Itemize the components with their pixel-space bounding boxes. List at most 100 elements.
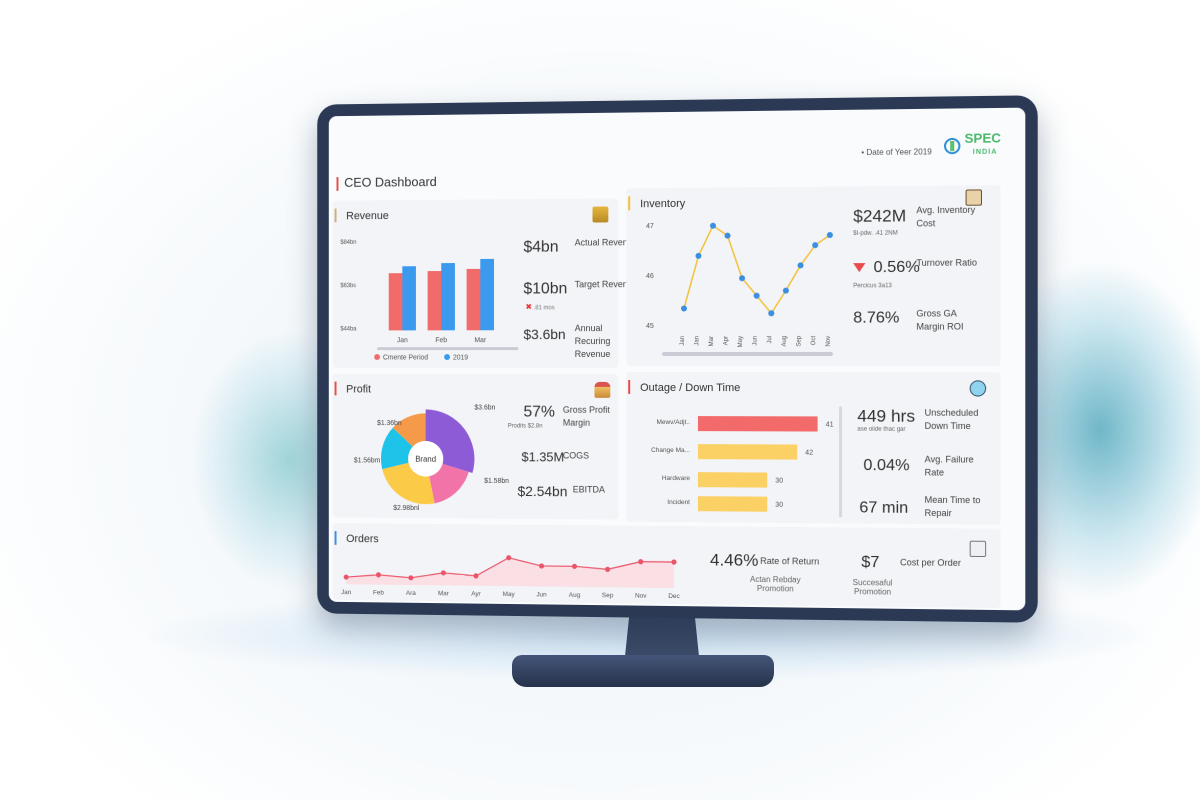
donut-center-label: Brand — [415, 455, 436, 464]
data-point — [739, 275, 746, 282]
scrollbar[interactable] — [838, 406, 843, 518]
donut-slice — [382, 462, 435, 505]
kpi-value: 57% — [523, 403, 555, 421]
kpi-label: Avg. Inventory Cost — [916, 204, 976, 229]
bar — [697, 496, 768, 512]
x-tick-label: Jan — [680, 336, 686, 346]
donut-slice — [392, 413, 426, 447]
orders-panel: Orders Jan Feb Ara Mar Ayr May Jun Aug Sep Nov Dec… — [332, 523, 1001, 609]
series-line — [684, 225, 830, 314]
outage-bar-chart: Mewv/Adjt.. 41 Change Ma... 42 Hardware 30 Inc… — [651, 416, 834, 512]
legend-marker — [444, 354, 451, 360]
panel-accent — [628, 196, 631, 211]
clock-icon — [969, 380, 987, 397]
kpi-note: Prodits $2.8n — [507, 423, 543, 430]
kpi-value: $2.54bn — [517, 483, 568, 500]
data-point — [680, 305, 687, 312]
y-tick-label: $44ba — [340, 326, 357, 332]
category-label: Mewv/Adjt.. — [657, 419, 691, 426]
inventory-panel: Inventory 47 46 45 Jan Jan Mar Apr May Jun Jul Aug… — [626, 185, 1001, 367]
kpi-value: 67 min — [859, 499, 909, 517]
kpi-note: ase oiide thac gar — [857, 426, 906, 433]
cross-icon: ✖ — [525, 302, 533, 312]
burger-icon — [594, 381, 611, 398]
kpi-label: EBITDA — [572, 484, 605, 495]
data-point — [638, 559, 644, 565]
revenue-chart: $84bn $63bs $44ba Jan Feb Mar Cmente Period 201… — [340, 240, 519, 362]
monitor: CEO Dashboard • Date of Yeer 2019 SPEC IN… — [317, 95, 1038, 623]
y-tick-label: 47 — [646, 223, 654, 230]
x-tick-label: Feb — [373, 589, 384, 596]
x-tick-label: Jan — [397, 337, 408, 344]
value-label: 41 — [826, 421, 834, 428]
kpi-value: $7 — [861, 553, 880, 572]
series-area — [346, 556, 674, 589]
data-point — [571, 563, 578, 569]
bar — [427, 271, 442, 331]
donut-hole — [408, 440, 444, 477]
panel-accent — [334, 531, 337, 545]
orders-chart: Jan Feb Ara Mar Ayr May Jun Aug Sep Nov Dec — [341, 545, 680, 600]
x-tick-label: May — [503, 591, 516, 598]
x-tick-label: Sep — [796, 335, 802, 346]
monitor-stand-base — [512, 655, 774, 687]
legend-marker — [374, 354, 381, 360]
x-tick-label: Apr — [723, 336, 729, 345]
data-point — [812, 242, 819, 249]
bar — [480, 258, 495, 331]
x-tick-label: Mar — [709, 336, 715, 346]
document-icon — [969, 540, 987, 558]
kpi-subtext: Actan Rebday Promotion — [749, 574, 801, 594]
page-title: CEO Dashboard — [344, 174, 437, 190]
kpi-label: Annual Recuring Revenue — [574, 323, 611, 359]
data-point — [782, 287, 789, 294]
profit-panel: Profit $3.6bn $1.58bn $2.98bnl $1.56bm $1.36… — [332, 373, 619, 520]
x-tick-label: Nov — [826, 336, 832, 347]
data-point — [797, 262, 804, 269]
x-tick-label: Feb — [435, 337, 447, 344]
value-label: 42 — [805, 450, 813, 457]
data-point — [753, 292, 760, 299]
kpi-value: $4bn — [523, 238, 559, 256]
x-tick-label: Jun — [753, 336, 759, 346]
logo-icon — [943, 136, 961, 154]
data-point — [709, 222, 716, 229]
data-point — [826, 231, 833, 239]
kpi-value: $10bn — [523, 280, 568, 298]
x-tick-label: Jan — [694, 336, 700, 346]
coins-icon — [592, 206, 609, 223]
kpi-label: Turnover Ratio — [916, 257, 978, 268]
data-point — [768, 310, 775, 317]
inventory-chart: 47 46 45 Jan Jan Mar Apr May Jun Jul Aug Sep Oct Nov — [646, 217, 833, 357]
slice-label: $1.58bn — [484, 478, 509, 485]
scrollbar — [377, 347, 519, 351]
x-tick-label: Ara — [406, 590, 416, 597]
category-label: Hardware — [662, 475, 691, 482]
outage-panel: Outage / Down Time Mewv/Adjt.. 41 Change M… — [626, 371, 1001, 525]
category-label: Change Ma... — [651, 447, 690, 454]
kpi-note: $I-pdw. .41 2NM — [853, 230, 898, 237]
kpi-value: $242M — [853, 206, 907, 226]
panel-accent — [334, 208, 337, 223]
x-tick-label: Mar — [438, 590, 450, 597]
bar — [697, 444, 798, 460]
kpi-value: 8.76% — [853, 309, 900, 327]
legend-label: Cmente Period — [383, 355, 428, 362]
revenue-panel: Revenue $84bn $63bs $44ba Jan Feb Mar Cmente P… — [332, 198, 638, 368]
outage-title: Outage / Down Time — [640, 381, 741, 395]
kpi-subtext: Succesaful Promotion — [852, 577, 893, 597]
y-tick-label: $63bs — [340, 283, 356, 289]
x-tick-label: Oct — [811, 335, 817, 345]
bar — [441, 263, 455, 331]
kpi-label: Mean Time to Repair — [924, 494, 981, 519]
down-arrow-icon — [853, 263, 866, 273]
bar — [697, 472, 768, 488]
kpi-label: COGS — [562, 450, 590, 461]
bar — [402, 266, 416, 331]
bar — [466, 268, 481, 331]
x-tick-label: Ayr — [471, 591, 481, 598]
logo: SPEC INDIA — [943, 130, 1001, 158]
bar — [388, 273, 403, 331]
data-point — [343, 574, 349, 580]
x-tick-label: May — [738, 336, 744, 347]
